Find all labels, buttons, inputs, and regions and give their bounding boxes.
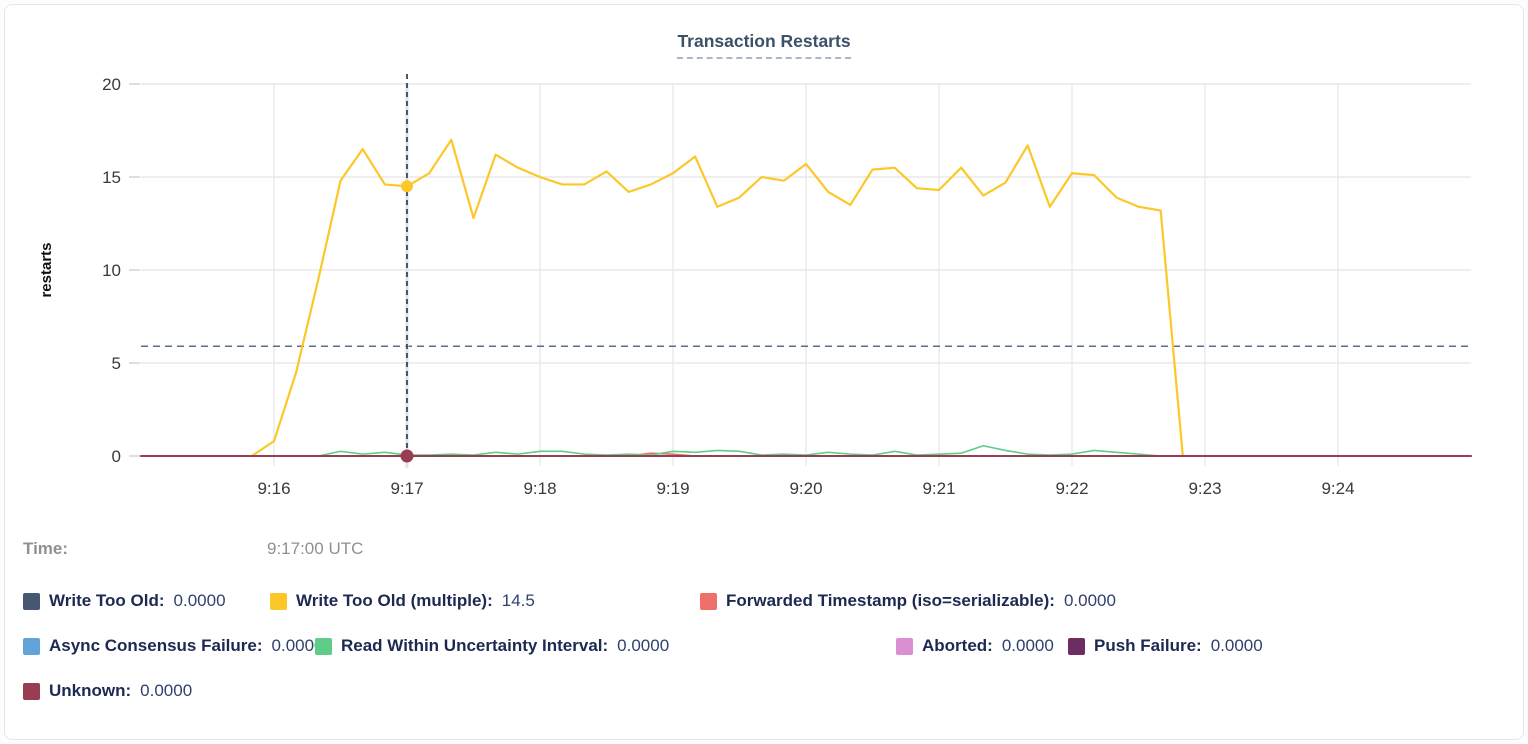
legend-swatch [23, 682, 40, 700]
legend-label: Aborted: [922, 636, 993, 655]
series-line-4 [140, 444, 1472, 457]
y-tick-label: 0 [112, 447, 121, 466]
chart-title[interactable]: Transaction Restarts [677, 31, 851, 59]
legend-item: Write Too Old (multiple): 14.5 [270, 591, 535, 611]
legend-label: Read Within Uncertainty Interval: [341, 636, 609, 655]
legend-value: 0.0000 [617, 636, 670, 655]
x-tick-label: 9:21 [922, 479, 955, 498]
transaction-restarts-chart[interactable]: 0 5 10 15 20 9:16 9:17 9:18 9:19 9:20 9:21 9:22 9:23… [5, 5, 1523, 525]
legend-label: Write Too Old: [49, 591, 165, 610]
legend-item: Push Failure: 0.0000 [1068, 636, 1263, 656]
y-tick-label: 10 [102, 261, 121, 280]
legend-swatch [700, 592, 717, 610]
legend-swatch [315, 637, 332, 655]
legend-value: 14.5 [501, 591, 535, 610]
y-tick-label: 5 [112, 354, 121, 373]
hover-dot [400, 449, 414, 463]
x-tick-label: 9:24 [1321, 479, 1354, 498]
legend-item: Forwarded Timestamp (iso=serializable): 0… [700, 591, 1116, 611]
legend-swatch [1068, 637, 1085, 655]
legend-label: Forwarded Timestamp (iso=serializable): [726, 591, 1055, 610]
legend-swatch [896, 637, 913, 655]
y-axis-label: restarts [38, 242, 55, 297]
legend-item: Async Consensus Failure: 0.0000 [23, 636, 324, 656]
legend-swatch [23, 637, 40, 655]
legend-row: Write Too Old: 0.0000 Write Too Old (multi… [5, 591, 1523, 617]
hover-time-row: Time: 9:17:00 UTC [5, 539, 1523, 565]
chart-header: Transaction Restarts [5, 31, 1523, 59]
x-tick-label: 9:23 [1188, 479, 1221, 498]
x-tick-label: 9:22 [1055, 479, 1088, 498]
y-tick-label: 15 [102, 168, 121, 187]
legend-item: Write Too Old: 0.0000 [23, 591, 226, 611]
legend-label: Push Failure: [1094, 636, 1202, 655]
legend-item: Read Within Uncertainty Interval: 0.0000 [315, 636, 669, 656]
legend-item: Aborted: 0.0000 [896, 636, 1054, 656]
y-tick-label: 20 [102, 75, 121, 94]
legend-value: 0.0000 [140, 681, 193, 700]
chart-card: Transaction Restarts 0 5 10 15 20 9:16 9:17 9:1… [4, 4, 1524, 740]
legend-row: Unknown: 0.0000 [5, 681, 1523, 707]
legend-row: Async Consensus Failure: 0.0000 Read Withi… [5, 636, 1523, 662]
series-line-1 [250, 138, 1184, 458]
legend-value: 0.0000 [1001, 636, 1054, 655]
legend-value: 0.0000 [173, 591, 226, 610]
time-value: 9:17:00 UTC [267, 539, 364, 558]
legend-swatch [270, 592, 287, 610]
x-tick-label: 9:19 [656, 479, 689, 498]
time-label: Time: [23, 539, 69, 558]
legend-swatch [23, 592, 40, 610]
legend-value: 0.0000 [1210, 636, 1263, 655]
x-tick-label: 9:16 [257, 479, 290, 498]
legend-value: 0.0000 [1063, 591, 1116, 610]
x-tick-label: 9:17 [390, 479, 423, 498]
x-tick-label: 9:20 [789, 479, 822, 498]
legend-label: Write Too Old (multiple): [296, 591, 493, 610]
legend-item: Unknown: 0.0000 [23, 681, 192, 701]
legend-label: Async Consensus Failure: [49, 636, 263, 655]
x-tick-label: 9:18 [523, 479, 556, 498]
legend-value: 0.0000 [271, 636, 324, 655]
legend-label: Unknown: [49, 681, 132, 700]
hover-dot [401, 180, 413, 193]
